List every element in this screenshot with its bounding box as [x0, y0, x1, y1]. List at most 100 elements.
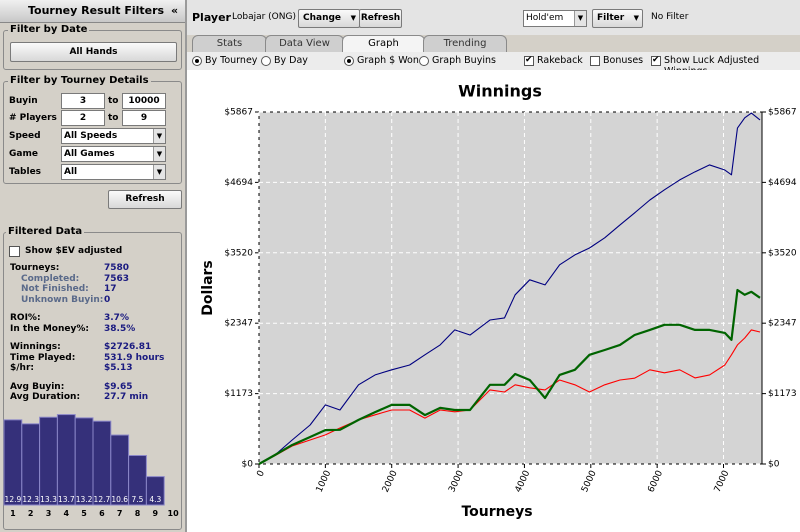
y-tick-label: $3520 — [224, 248, 253, 258]
stat-label: Time Played: — [10, 352, 76, 363]
stat-value: 531.9 hours — [104, 352, 165, 363]
chart-title: Winnings — [458, 82, 542, 101]
stat-value: 0 — [104, 294, 111, 305]
checkbox-label: Show $EV adjusted — [25, 246, 123, 256]
y-tick-label: $0 — [768, 460, 780, 470]
input[interactable]: 9 — [122, 110, 166, 126]
bar-label: 7.5 — [132, 495, 144, 504]
histogram-category: 7 — [117, 509, 123, 518]
label: Game — [9, 149, 38, 159]
player-name: Lobajar (ONG) — [232, 12, 296, 22]
bar-label: 13.7 — [58, 495, 75, 504]
legend: Filter by Date — [8, 24, 90, 35]
x-tick-label: 5000 — [580, 469, 599, 494]
label: Speed — [9, 131, 41, 141]
x-tick-label: 7000 — [713, 469, 732, 494]
game-select[interactable]: Hold'em ▼ — [523, 10, 587, 27]
input[interactable]: 2 — [61, 110, 105, 126]
bar-label: 12.7 — [94, 495, 111, 504]
option-label: Graph $ Won — [357, 55, 419, 66]
y-tick-label: $2347 — [768, 319, 797, 329]
button-text: Change — [303, 13, 342, 23]
select[interactable]: All Speeds ▼ — [61, 128, 166, 144]
option-label: By Day — [274, 55, 308, 66]
tab[interactable]: Trending — [423, 35, 507, 52]
radio-button[interactable] — [344, 56, 354, 66]
histogram-category: 6 — [99, 509, 105, 518]
checkbox[interactable] — [590, 56, 600, 66]
check-mark: ✔ — [525, 55, 533, 65]
stat-label: $/hr: — [10, 363, 34, 373]
checkbox[interactable]: ✔ — [651, 55, 661, 66]
stat-value: 38.5% — [104, 323, 136, 334]
player-label: Player — [192, 11, 231, 24]
radio-button[interactable] — [192, 56, 202, 66]
stat-label: In the Money%: — [10, 323, 89, 334]
bar-label: 10.6 — [111, 495, 128, 504]
change-button[interactable]: Change ▼ — [298, 9, 360, 28]
check-mark — [347, 59, 351, 63]
refresh-button[interactable]: Refresh — [108, 190, 182, 209]
legend: Filter by Tourney Details — [8, 75, 151, 86]
label: Buyin — [9, 96, 38, 106]
checkbox[interactable] — [9, 246, 20, 257]
collapse-button[interactable]: « — [171, 4, 179, 17]
select-arrow: ▼ — [153, 129, 165, 143]
plot-area — [258, 111, 763, 465]
filter-button[interactable]: Filter ▼ — [592, 9, 643, 28]
histogram-category: 9 — [153, 509, 159, 518]
y-tick-label: $0 — [242, 460, 254, 470]
radio-button[interactable] — [419, 56, 429, 66]
bar-label: 12.9 — [5, 495, 22, 504]
label: to — [108, 113, 119, 123]
y-axis-label: Dollars — [200, 260, 216, 316]
options-bar: By Tourney By Day Graph $ Won Graph Buyins ✔… — [187, 52, 800, 77]
y-tick-label: $4694 — [768, 178, 797, 188]
label: Tables — [9, 167, 42, 177]
stat-value: $9.65 — [104, 381, 133, 392]
label: to — [108, 96, 119, 106]
check-mark — [195, 59, 199, 63]
select-text: All Games — [64, 149, 115, 159]
x-tick-label: 3000 — [447, 469, 466, 494]
histogram-category: 1 — [10, 509, 16, 518]
input[interactable]: 3 — [61, 93, 105, 109]
series-line — [258, 112, 761, 465]
tab[interactable]: Stats — [192, 35, 267, 52]
legend: Filtered Data — [6, 226, 85, 237]
tab-bar: Stats Data View Graph Trending — [187, 35, 800, 53]
histogram: 12.9 1 12.3 2 13.3 3 13.7 4 13.2 5 12.7 6 10.6 7 7.5 84… — [3, 414, 179, 518]
tab[interactable]: Data View — [265, 35, 344, 52]
bar-label: 13.3 — [40, 495, 57, 504]
x-tick-label: 6000 — [646, 469, 665, 494]
select-text: Hold'em — [526, 13, 564, 23]
option-label: Bonuses — [603, 55, 644, 66]
y-tick-label: $1173 — [224, 389, 253, 399]
histogram-bar — [21, 423, 41, 506]
stat-label: Tourneys: — [10, 263, 60, 273]
stat-label: Avg Duration: — [10, 392, 81, 402]
label: # Players — [9, 113, 57, 123]
histogram-bar — [39, 416, 58, 506]
bar-label: 13.2 — [76, 495, 93, 504]
radio-button[interactable] — [261, 56, 271, 66]
stat-label: Completed: — [21, 273, 80, 284]
select[interactable]: All ▼ — [61, 164, 166, 180]
select[interactable]: All Games ▼ — [61, 146, 166, 162]
refresh-button[interactable]: Refresh — [359, 9, 402, 28]
histogram-bar — [145, 476, 165, 506]
stat-value: 7580 — [104, 263, 130, 273]
date-filter — [3, 30, 182, 70]
input[interactable]: 10000 — [122, 93, 166, 109]
x-axis-label: Tourneys — [461, 504, 532, 520]
all-hands-button[interactable]: All Hands — [10, 42, 177, 62]
tab[interactable]: Graph — [342, 35, 425, 52]
stat-label: Avg Buyin: — [10, 381, 65, 392]
sidebar: Tourney Result Filters « Filter by Date … — [0, 0, 187, 532]
checkbox[interactable]: ✔ — [524, 55, 534, 66]
y-tick-label: $2347 — [224, 319, 253, 329]
check-mark: ✔ — [652, 55, 660, 65]
x-tick-label: 0 — [255, 469, 267, 479]
filter-status: No Filter — [651, 12, 689, 22]
